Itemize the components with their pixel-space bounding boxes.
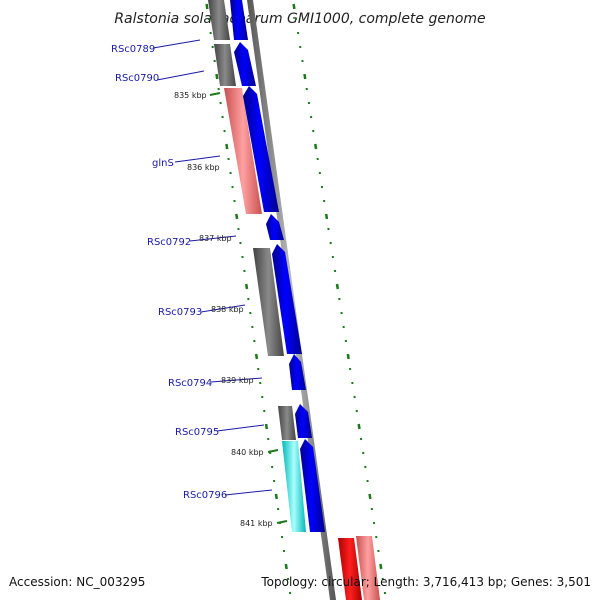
outer-tick-ring [292,3,387,595]
gene-label-rsc0789[interactable]: RSc0789 [111,44,155,55]
gene-labels: RSc0789 RSc0790 glnS RSc0792 RSc0793 RSc… [111,39,273,501]
gray-feature-rsc0795 [278,406,296,440]
pink-feature-bottom [356,536,380,600]
inner-tick-mark [244,283,249,290]
gene-label-rsc0796[interactable]: RSc0796 [183,490,227,501]
outer-tick-mark [379,563,383,570]
kbp-label-839: 839 kbp [221,376,254,385]
inner-tick-mark [235,213,239,220]
inner-tick-mark [284,563,288,570]
red-feature [338,538,362,600]
cds-arrow-rsc0793 [272,244,302,354]
gene-label-rsc0795[interactable]: RSc0795 [175,427,219,438]
gray-feature-rsc0789 [208,0,230,40]
map-title: Ralstonia solanacearum GMI1000, complete… [114,11,485,27]
cds-arrow-rsc0794 [289,354,306,390]
gene-label-rsc0790[interactable]: RSc0790 [115,73,159,84]
kbp-label-838: 838 kbp [211,305,244,314]
outer-tick-mark [335,283,340,290]
outer-tick-mark [303,73,307,80]
inner-tick-mark [215,73,219,80]
forward-strand-features [230,0,325,532]
cds-arrow-rsc0789 [230,0,248,40]
inner-tick-mark [205,3,209,10]
cds-arrow-rsc0796 [300,439,325,532]
inner-tick-mark [264,423,269,430]
kbp-label-835: 835 kbp [174,91,207,100]
kbp-label-841: 841 kbp [240,519,273,528]
outer-tick-mark [357,423,361,430]
reverse-strand-features [208,0,306,532]
outer-tick-mark [368,493,372,500]
gray-feature-rsc0790 [214,44,236,86]
inner-tick-mark [254,353,259,360]
bottom-features [338,536,380,600]
kbp-label-836: 836 kbp [187,163,220,172]
kbp-label-840: 840 kbp [231,448,264,457]
outer-tick-mark [346,353,350,360]
accession-text: Accession: NC_003295 [9,575,145,589]
gene-label-rsc0792[interactable]: RSc0792 [147,237,191,248]
outer-tick-mark [324,213,329,220]
kbp-tick-labels: 835 kbp 836 kbp 837 kbp 838 kbp 839 kbp … [174,91,288,528]
inner-tick-mark [225,143,229,150]
gene-label-rsc0793[interactable]: RSc0793 [158,307,202,318]
cyan-feature-rsc0796 [282,441,306,532]
cds-arrow-rsc0795 [295,404,312,438]
gene-label-glns[interactable]: glnS [152,158,174,169]
pink-feature-glns [224,88,262,214]
inner-tick-ring [205,3,292,595]
genome-summary-text: Topology: circular; Length: 3,716,413 bp… [260,575,591,589]
cds-arrow-rsc0790 [234,42,256,86]
cds-arrow-rsc0792 [266,214,284,240]
cds-arrow-glns [243,86,279,212]
inner-tick-mark [274,493,278,500]
gene-label-rsc0794[interactable]: RSc0794 [168,378,212,389]
outer-tick-mark [314,143,318,150]
outer-tick-mark [292,3,296,10]
gray-feature-rsc0793 [253,248,284,356]
kbp-label-837: 837 kbp [199,234,232,243]
